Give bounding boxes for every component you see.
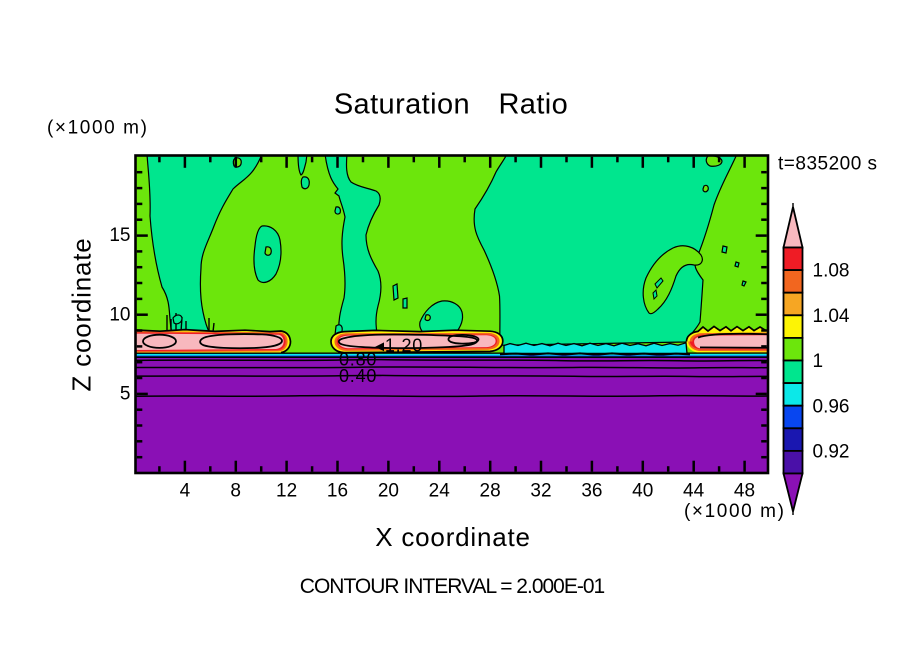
svg-text:Saturation Ratio: Saturation Ratio xyxy=(334,89,568,121)
svg-text:1.08: 1.08 xyxy=(813,261,850,282)
svg-text:(×1000 m): (×1000 m) xyxy=(47,118,149,139)
svg-text:24: 24 xyxy=(429,481,451,502)
svg-text:10: 10 xyxy=(109,304,130,325)
svg-text:0.92: 0.92 xyxy=(813,442,850,463)
svg-text:0.96: 0.96 xyxy=(813,396,850,417)
svg-text:44: 44 xyxy=(683,481,705,502)
svg-text:1.04: 1.04 xyxy=(813,306,850,327)
svg-text:12: 12 xyxy=(276,481,297,502)
svg-text:16: 16 xyxy=(327,481,348,502)
svg-text:4: 4 xyxy=(180,481,191,502)
svg-text:CONTOUR INTERVAL = 2.000E-01: CONTOUR INTERVAL = 2.000E-01 xyxy=(300,575,605,598)
svg-text:36: 36 xyxy=(581,481,602,502)
svg-text:Z coordinate: Z coordinate xyxy=(67,237,97,391)
svg-text:20: 20 xyxy=(378,481,399,502)
svg-text:40: 40 xyxy=(632,481,653,502)
svg-text:X coordinate: X coordinate xyxy=(375,522,531,552)
svg-text:0.80: 0.80 xyxy=(339,350,377,370)
svg-text:◂1.20: ◂1.20 xyxy=(375,336,423,356)
svg-text:1: 1 xyxy=(813,351,824,372)
svg-text:8: 8 xyxy=(230,481,241,502)
svg-text:0.40: 0.40 xyxy=(339,366,377,386)
svg-text:(×1000 m): (×1000 m) xyxy=(684,501,786,522)
svg-text:15: 15 xyxy=(109,225,130,246)
svg-text:5: 5 xyxy=(120,384,131,405)
svg-text:48: 48 xyxy=(734,481,755,502)
svg-text:t=835200 s: t=835200 s xyxy=(778,154,878,175)
svg-text:28: 28 xyxy=(480,481,501,502)
svg-text:32: 32 xyxy=(530,481,551,502)
